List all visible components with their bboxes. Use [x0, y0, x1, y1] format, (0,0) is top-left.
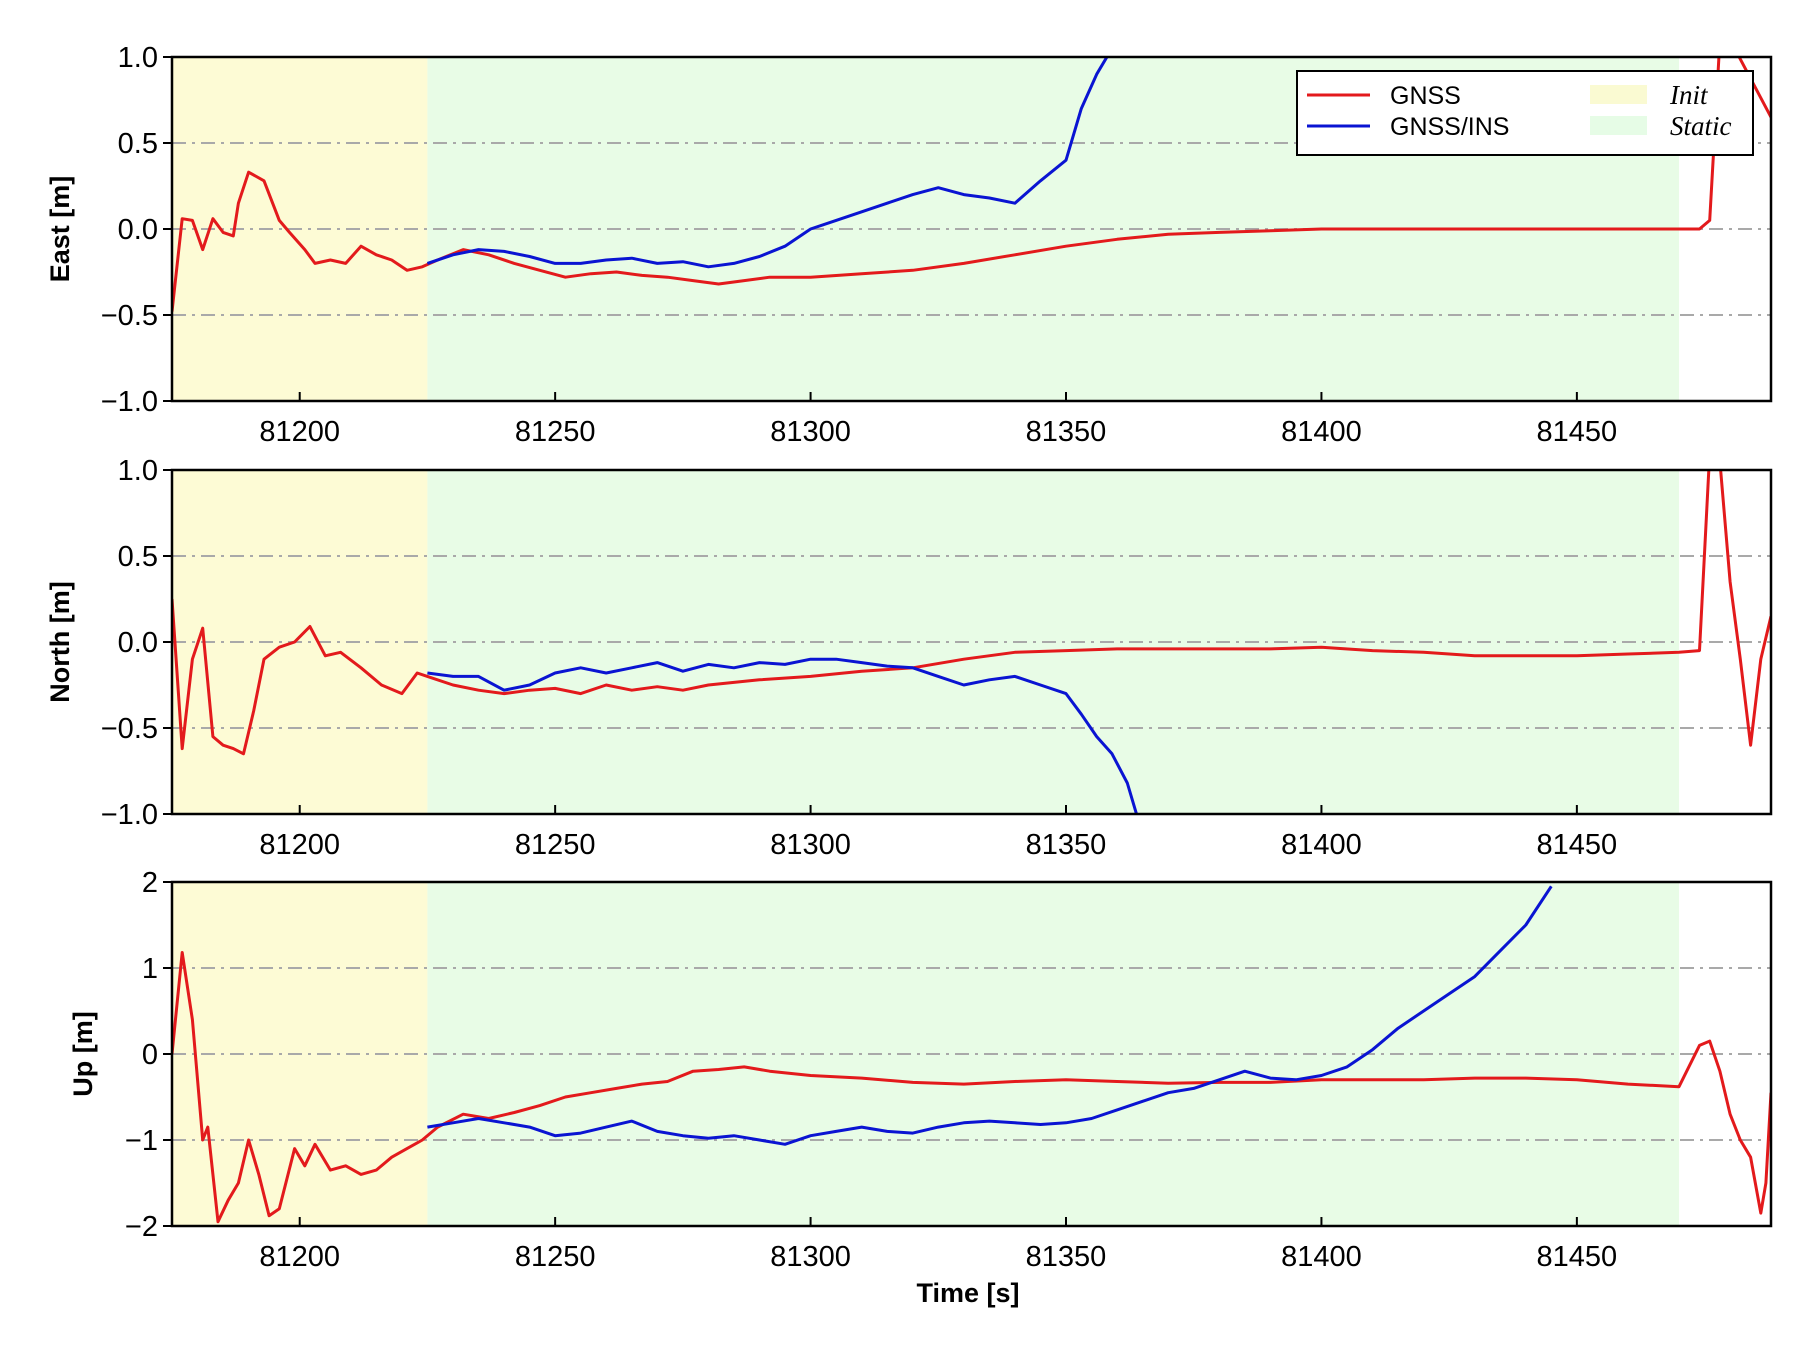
panel-north-ytick-label: 1.0 [118, 455, 158, 487]
panel-east-ytick-label: 0.5 [118, 128, 158, 160]
panel-east-series-gnss-ins [426, 57, 1109, 269]
panel-north-xtick-label: 81450 [1537, 829, 1618, 861]
panel-north-ytick-label: 0.0 [118, 627, 158, 659]
panel-north-ytick-label: −1.0 [101, 799, 158, 831]
panel-up-xtick-label: 81450 [1537, 1241, 1618, 1273]
panel-east-xtick-label: 81300 [770, 416, 851, 448]
panel-up-xtick-label: 81300 [770, 1241, 851, 1273]
panel-up-ytick-label: 1 [142, 953, 158, 985]
panel-east-ytick-label: −1.0 [101, 386, 158, 418]
panel-east-ylabel: East [m] [45, 176, 75, 283]
panel-up-xtick-label: 81250 [515, 1241, 596, 1273]
panel-up-ytick-label: −2 [125, 1211, 158, 1243]
legend-gnss-label: GNSS [1390, 82, 1461, 110]
legend-init-swatch [1590, 85, 1647, 104]
panel-up-xtick-label: 81350 [1026, 1241, 1107, 1273]
panel-up-xtick-label: 81200 [259, 1241, 340, 1273]
legend-static-swatch [1590, 116, 1647, 135]
panel-east-series-gnss [172, 57, 1771, 312]
panel-north: 1.0 0.5 0.0 −0.5 −1.0 81200 81250 81300 81350 814… [45, 455, 1773, 861]
panel-up-ytick-label: −1 [125, 1125, 158, 1157]
panel-up-series-gnss [172, 951, 1771, 1224]
panel-north-xtick-label: 81300 [770, 829, 851, 861]
panel-up-ylabel: Up [m] [68, 1011, 98, 1096]
panel-east-xtick-label: 81350 [1026, 416, 1107, 448]
panel-north-series-gnss-ins [427, 657, 1139, 814]
panel-north-xtick-label: 81250 [515, 829, 596, 861]
panel-up: 2 1 0 −1 −2 81200 81250 81300 81350 81400 81450 Up… [68, 867, 1773, 1273]
panel-north-ytick-label: 0.5 [118, 541, 158, 573]
panel-north-ytick-label: −0.5 [101, 713, 158, 745]
legend: GNSS GNSS/INS Init Static [1296, 70, 1754, 156]
legend-gnssins-label: GNSS/INS [1390, 113, 1509, 141]
legend-static-label: Static [1670, 111, 1732, 141]
panel-up-ytick-label: 2 [142, 867, 158, 899]
panel-east-xtick-label: 81450 [1537, 416, 1618, 448]
panel-up-series-gnss-ins [427, 885, 1553, 1146]
legend-init-label: Init [1669, 80, 1709, 110]
panel-up-xtick-label: 81400 [1281, 1241, 1362, 1273]
panel-east-ytick-label: 1.0 [118, 42, 158, 74]
panel-north-ylabel: North [m] [45, 581, 75, 702]
panel-east-ytick-label: −0.5 [101, 300, 158, 332]
legend-box [1296, 70, 1754, 156]
panel-north-series-gnss [172, 470, 1771, 756]
panel-north-xtick-label: 81400 [1281, 829, 1362, 861]
x-axis-title: Time [s] [916, 1278, 1019, 1308]
panel-up-ytick-label: 0 [142, 1039, 158, 1071]
panel-north-xtick-label: 81350 [1026, 829, 1107, 861]
panel-east-ytick-label: 0.0 [118, 214, 158, 246]
panel-east-xtick-label: 81250 [515, 416, 596, 448]
panel-north-xtick-label: 81200 [259, 829, 340, 861]
panel-east-xtick-label: 81400 [1281, 416, 1362, 448]
panel-east-xtick-label: 81200 [259, 416, 340, 448]
